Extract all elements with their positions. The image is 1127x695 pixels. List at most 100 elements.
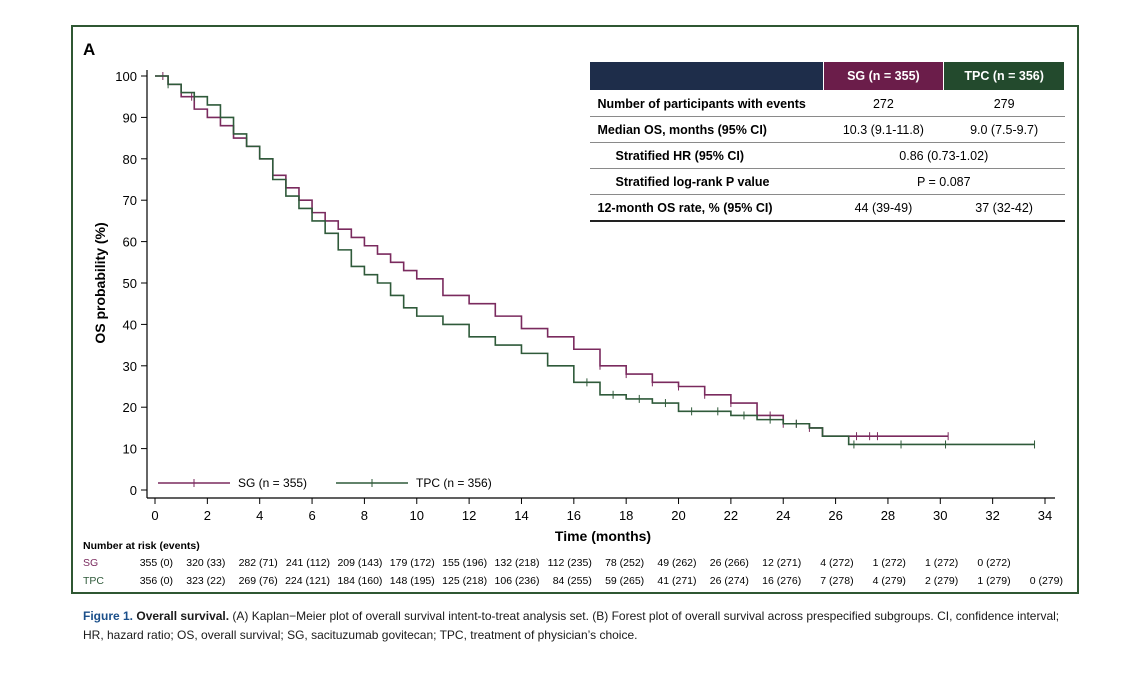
x-tick-label: 32 [985, 508, 999, 523]
stats-row-label: Stratified log-rank P value [589, 168, 824, 195]
risk-table-title: Number at risk (events) [83, 540, 200, 552]
stats-row-tpc-value: 9.0 (7.5-9.7) [943, 116, 1065, 143]
stats-header-row: SG (n = 355) TPC (n = 356) [589, 61, 1065, 91]
stats-table: SG (n = 355) TPC (n = 356) Number of par… [589, 61, 1065, 222]
x-tick-label: 28 [881, 508, 895, 523]
risk-cell: 1 (272) [925, 557, 959, 569]
x-axis-label: Time (months) [555, 528, 651, 544]
caption-title: Overall survival. [136, 609, 230, 623]
risk-row-name: TPC [83, 575, 104, 587]
caption-figure-label: Figure 1. [83, 609, 134, 623]
stats-row-sg-value: 272 [823, 90, 944, 117]
risk-cell: 155 (196) [442, 557, 488, 569]
stats-row-tpc-value: 279 [943, 90, 1065, 117]
risk-cell: 148 (195) [389, 575, 435, 587]
y-tick-label: 90 [123, 110, 137, 125]
x-tick-label: 22 [724, 508, 738, 523]
series-line-sg [155, 75, 949, 437]
risk-cell: 1 (279) [977, 575, 1011, 587]
stats-row-tpc-value: 37 (32-42) [943, 194, 1065, 222]
risk-cell: 106 (236) [494, 575, 540, 587]
risk-cell: 84 (255) [552, 575, 592, 587]
caption-text: (A) Kaplan−Meier plot of overall surviva… [83, 609, 1060, 642]
x-tick-label: 30 [933, 508, 947, 523]
survival-curves [155, 72, 1036, 449]
stats-row-merged-value: P = 0.087 [823, 168, 1065, 195]
risk-cell: 16 (276) [762, 575, 802, 587]
stats-row-label: Stratified HR (95% CI) [589, 142, 824, 169]
legend-label-sg: SG (n = 355) [238, 476, 307, 490]
risk-cell: 7 (278) [820, 575, 854, 587]
risk-cell: 125 (218) [442, 575, 488, 587]
stats-row-sg-value: 10.3 (9.1-11.8) [823, 116, 944, 143]
y-tick-label: 70 [123, 193, 137, 208]
risk-row-name: SG [83, 557, 99, 569]
risk-cell: 282 (71) [238, 557, 278, 569]
legend-label-tpc: TPC (n = 356) [416, 476, 492, 490]
stats-row-label: Median OS, months (95% CI) [589, 116, 824, 143]
stats-row-label: Number of participants with events [589, 90, 824, 117]
plot-axes: 0 2 4 6 8 10 12 14 16 18 20 22 24 26 28 30 32 34010203040… [115, 69, 1055, 523]
risk-cell: 241 (112) [285, 557, 331, 569]
risk-cell: 224 (121) [285, 575, 331, 587]
y-tick-label: 0 [130, 483, 137, 498]
x-tick-label: 18 [619, 508, 633, 523]
stats-row: Number of participants with events 272 279 [589, 90, 1065, 117]
risk-cell: 4 (272) [820, 557, 854, 569]
x-tick-label: 8 [361, 508, 368, 523]
stats-row-merged-value: 0.86 (0.73-1.02) [823, 142, 1065, 169]
risk-cell: 12 (271) [762, 557, 802, 569]
figure-frame [71, 25, 1079, 594]
y-tick-label: 50 [123, 276, 137, 291]
figure-caption: Figure 1. Overall survival. (A) Kaplan−M… [83, 607, 1073, 645]
risk-cell: 78 (252) [605, 557, 645, 569]
stats-row-label: 12-month OS rate, % (95% CI) [589, 194, 824, 222]
risk-cell: 320 (33) [186, 557, 226, 569]
x-tick-label: 4 [256, 508, 263, 523]
x-tick-label: 26 [828, 508, 842, 523]
y-tick-label: 10 [123, 442, 137, 457]
risk-cell: 59 (265) [605, 575, 645, 587]
stats-row: Stratified HR (95% CI) 0.86 (0.73-1.02) [589, 142, 1065, 169]
x-tick-label: 6 [308, 508, 315, 523]
y-tick-label: 40 [123, 317, 137, 332]
stats-row-sg-value: 44 (39-49) [823, 194, 944, 222]
x-tick-label: 12 [462, 508, 476, 523]
risk-cell: 26 (274) [709, 575, 749, 587]
risk-cell: 132 (218) [494, 557, 540, 569]
x-tick-label: 34 [1038, 508, 1052, 523]
risk-cell: 1 (272) [872, 557, 906, 569]
km-plot: 0 2 4 6 8 10 12 14 16 18 20 22 24 26 28 30 32 34010203040… [92, 69, 1055, 544]
risk-cell: 355 (0) [139, 557, 173, 569]
x-tick-label: 24 [776, 508, 790, 523]
risk-cell: 0 (272) [977, 557, 1011, 569]
stats-header-blank [589, 61, 824, 91]
risk-cell: 356 (0) [139, 575, 173, 587]
y-tick-label: 80 [123, 152, 137, 167]
risk-cell: 4 (279) [872, 575, 906, 587]
risk-cell: 0 (279) [1029, 575, 1063, 587]
y-tick-label: 30 [123, 359, 137, 374]
stats-row: Stratified log-rank P value P = 0.087 [589, 168, 1065, 195]
x-tick-label: 2 [204, 508, 211, 523]
risk-cell: 112 (235) [547, 557, 592, 569]
risk-cell: 323 (22) [186, 575, 226, 587]
x-tick-label: 14 [514, 508, 528, 523]
y-tick-label: 20 [123, 400, 137, 415]
risk-cell: 209 (143) [337, 557, 383, 569]
stats-header-tpc: TPC (n = 356) [943, 61, 1065, 91]
x-tick-label: 0 [151, 508, 158, 523]
x-tick-label: 10 [410, 508, 424, 523]
panel-label: A [83, 40, 96, 59]
risk-cell: 179 (172) [389, 557, 435, 569]
y-tick-label: 60 [123, 235, 137, 250]
risk-cell: 49 (262) [657, 557, 697, 569]
series-line-tpc [155, 75, 1035, 446]
risk-cell: 41 (271) [657, 575, 697, 587]
stats-row: 12-month OS rate, % (95% CI) 44 (39-49) 37… [589, 194, 1065, 222]
risk-cell: 2 (279) [925, 575, 959, 587]
stats-header-sg: SG (n = 355) [822, 61, 945, 91]
legend: SG (n = 355) TPC (n = 356) [158, 476, 492, 490]
x-tick-label: 20 [671, 508, 685, 523]
y-axis-label: OS probability (%) [92, 222, 108, 343]
